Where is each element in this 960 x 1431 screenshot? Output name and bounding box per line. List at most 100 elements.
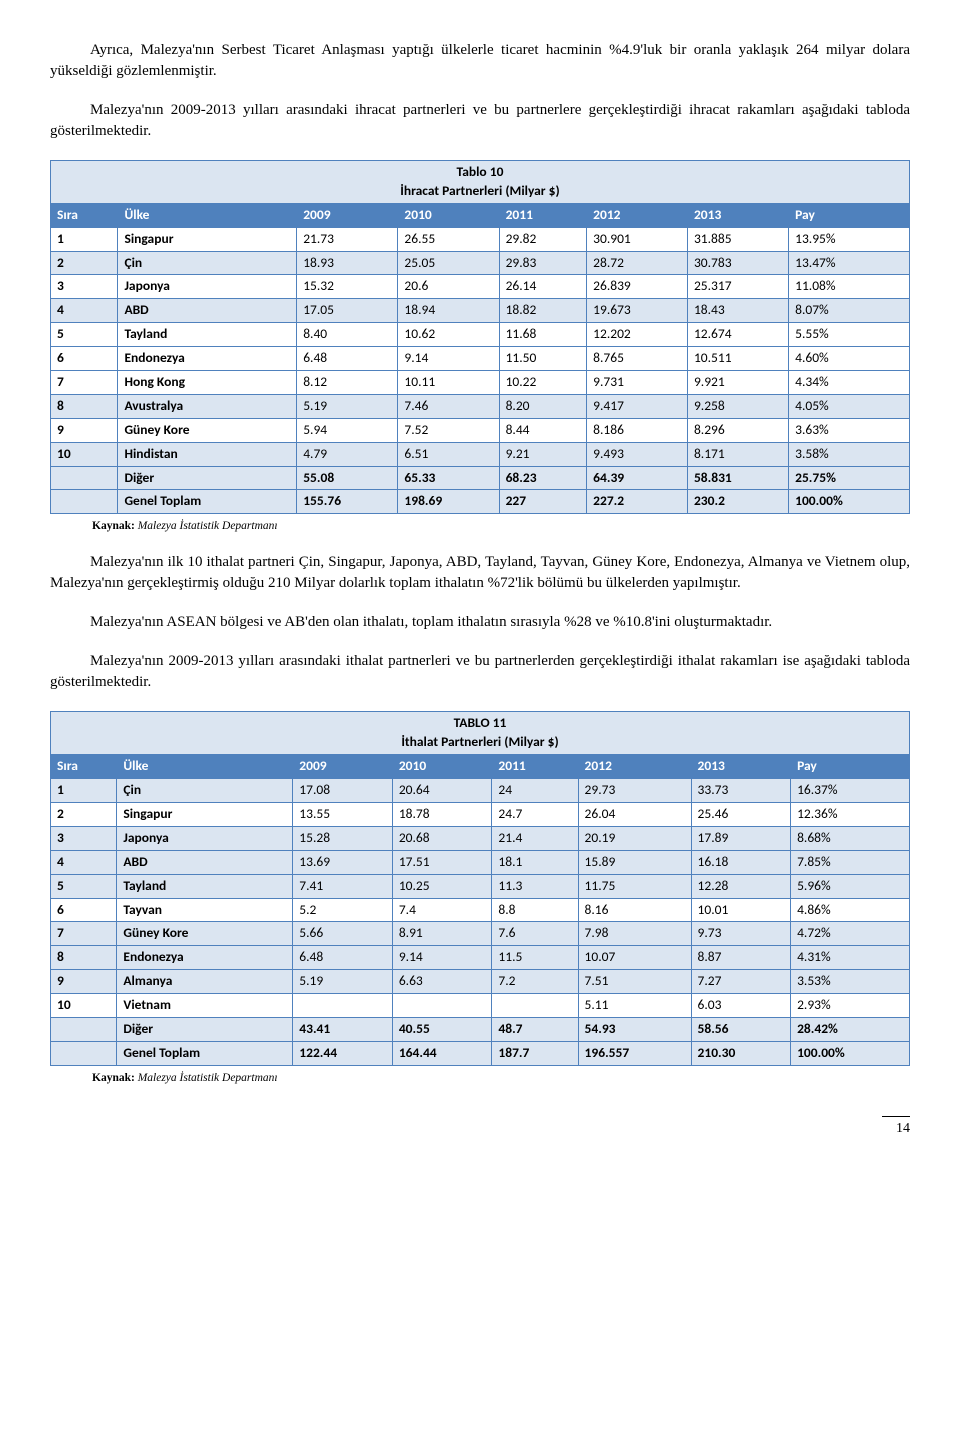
table-cell: 7.4 xyxy=(392,898,492,922)
table-cell: 4.60% xyxy=(789,347,910,371)
table-row: Genel Toplam122.44164.44187.7196.557210.… xyxy=(51,1041,910,1065)
table-cell: 17.89 xyxy=(691,826,791,850)
table-cell: 3.63% xyxy=(789,418,910,442)
column-header: 2009 xyxy=(293,755,393,779)
table-cell: 196.557 xyxy=(578,1041,691,1065)
table-11-source: Kaynak: Malezya İstatistik Departmanı xyxy=(92,1070,910,1086)
table-11-title-1: TABLO 11 xyxy=(57,714,903,733)
table-cell: 187.7 xyxy=(492,1041,578,1065)
table-cell: 3.53% xyxy=(791,970,910,994)
table-cell: 20.64 xyxy=(392,779,492,803)
table-cell: 164.44 xyxy=(392,1041,492,1065)
table-cell: 7.27 xyxy=(691,970,791,994)
table-cell: 25.05 xyxy=(398,251,499,275)
table-10-title-1: Tablo 10 xyxy=(57,163,903,182)
table-cell: 4 xyxy=(51,850,117,874)
table-cell: 4.34% xyxy=(789,371,910,395)
table-cell: 3 xyxy=(51,826,117,850)
table-row: 4ABD13.6917.5118.115.8916.187.85% xyxy=(51,850,910,874)
table-cell: 9 xyxy=(51,970,117,994)
table-cell: 19.673 xyxy=(587,299,688,323)
table-cell: 4.05% xyxy=(789,394,910,418)
table-row: 3Japonya15.3220.626.1426.83925.31711.08% xyxy=(51,275,910,299)
table-cell: 12.202 xyxy=(587,323,688,347)
table-cell: 18.43 xyxy=(687,299,788,323)
table-row: 6Endonezya6.489.1411.508.76510.5114.60% xyxy=(51,347,910,371)
column-header: Pay xyxy=(789,203,910,227)
table-row: 9Güney Kore5.947.528.448.1868.2963.63% xyxy=(51,418,910,442)
table-cell: 40.55 xyxy=(392,1018,492,1042)
table-cell: 7.2 xyxy=(492,970,578,994)
table-cell: 33.73 xyxy=(691,779,791,803)
paragraph-2: Malezya'nın 2009-2013 yılları arasındaki… xyxy=(50,100,910,142)
table-cell: 6 xyxy=(51,347,118,371)
table-cell: 9.73 xyxy=(691,922,791,946)
table-cell: 11.08% xyxy=(789,275,910,299)
table-cell: Singapur xyxy=(118,227,297,251)
table-cell: 48.7 xyxy=(492,1018,578,1042)
table-cell: 4.72% xyxy=(791,922,910,946)
table-cell: 16.37% xyxy=(791,779,910,803)
column-header: 2009 xyxy=(297,203,398,227)
table-cell: 5 xyxy=(51,874,117,898)
table-cell: 10.07 xyxy=(578,946,691,970)
table-row: Diğer55.0865.3368.2364.3958.83125.75% xyxy=(51,466,910,490)
table-cell: 17.08 xyxy=(293,779,393,803)
table-cell: 11.50 xyxy=(499,347,587,371)
table-cell: 230.2 xyxy=(687,490,788,514)
table-cell: Endonezya xyxy=(118,347,297,371)
table-row: 5Tayland7.4110.2511.311.7512.285.96% xyxy=(51,874,910,898)
table-cell: 9.731 xyxy=(587,371,688,395)
column-header: 2013 xyxy=(687,203,788,227)
table-cell: Diğer xyxy=(118,466,297,490)
table-cell: 10.511 xyxy=(687,347,788,371)
table-cell: 25.46 xyxy=(691,803,791,827)
table-row: 4ABD17.0518.9418.8219.67318.438.07% xyxy=(51,299,910,323)
table-cell: 8.186 xyxy=(587,418,688,442)
table-cell: 6 xyxy=(51,898,117,922)
table-cell: 20.6 xyxy=(398,275,499,299)
table-cell: 58.831 xyxy=(687,466,788,490)
table-cell: 2 xyxy=(51,803,117,827)
table-cell: 8 xyxy=(51,394,118,418)
table-cell: 5.19 xyxy=(297,394,398,418)
column-header: 2012 xyxy=(587,203,688,227)
table-cell: Almanya xyxy=(117,970,293,994)
table-cell: 55.08 xyxy=(297,466,398,490)
table-row: 1Çin17.0820.642429.7333.7316.37% xyxy=(51,779,910,803)
page-number: 14 xyxy=(882,1116,910,1139)
table-cell: 18.1 xyxy=(492,850,578,874)
paragraph-3: Malezya'nın ilk 10 ithalat partneri Çin,… xyxy=(50,552,910,594)
table-cell: 28.42% xyxy=(791,1018,910,1042)
table-cell: 29.83 xyxy=(499,251,587,275)
table-cell xyxy=(51,1018,117,1042)
table-cell: Çin xyxy=(117,779,293,803)
table-cell: 11.75 xyxy=(578,874,691,898)
table-cell: 8.8 xyxy=(492,898,578,922)
table-cell: 7.52 xyxy=(398,418,499,442)
table-cell: Endonezya xyxy=(117,946,293,970)
table-row: 7Güney Kore5.668.917.67.989.734.72% xyxy=(51,922,910,946)
table-cell: 11.68 xyxy=(499,323,587,347)
table-cell: 8.171 xyxy=(687,442,788,466)
column-header: Pay xyxy=(791,755,910,779)
table-cell: 5.2 xyxy=(293,898,393,922)
table-cell: 155.76 xyxy=(297,490,398,514)
table-row: Diğer43.4140.5548.754.9358.5628.42% xyxy=(51,1018,910,1042)
table-cell: 9 xyxy=(51,418,118,442)
column-header: 2012 xyxy=(578,755,691,779)
table-cell: 9.921 xyxy=(687,371,788,395)
table-cell xyxy=(51,466,118,490)
table-cell: 5.11 xyxy=(578,994,691,1018)
column-header: Ülke xyxy=(118,203,297,227)
table-10: Tablo 10 İhracat Partnerleri (Milyar $) … xyxy=(50,160,910,514)
table-cell: 5.96% xyxy=(791,874,910,898)
table-cell xyxy=(51,490,118,514)
column-header: 2011 xyxy=(492,755,578,779)
column-header: Ülke xyxy=(117,755,293,779)
table-cell: 6.63 xyxy=(392,970,492,994)
table-cell: 18.94 xyxy=(398,299,499,323)
table-cell: 9.21 xyxy=(499,442,587,466)
table-cell: Diğer xyxy=(117,1018,293,1042)
table-cell: 5.66 xyxy=(293,922,393,946)
